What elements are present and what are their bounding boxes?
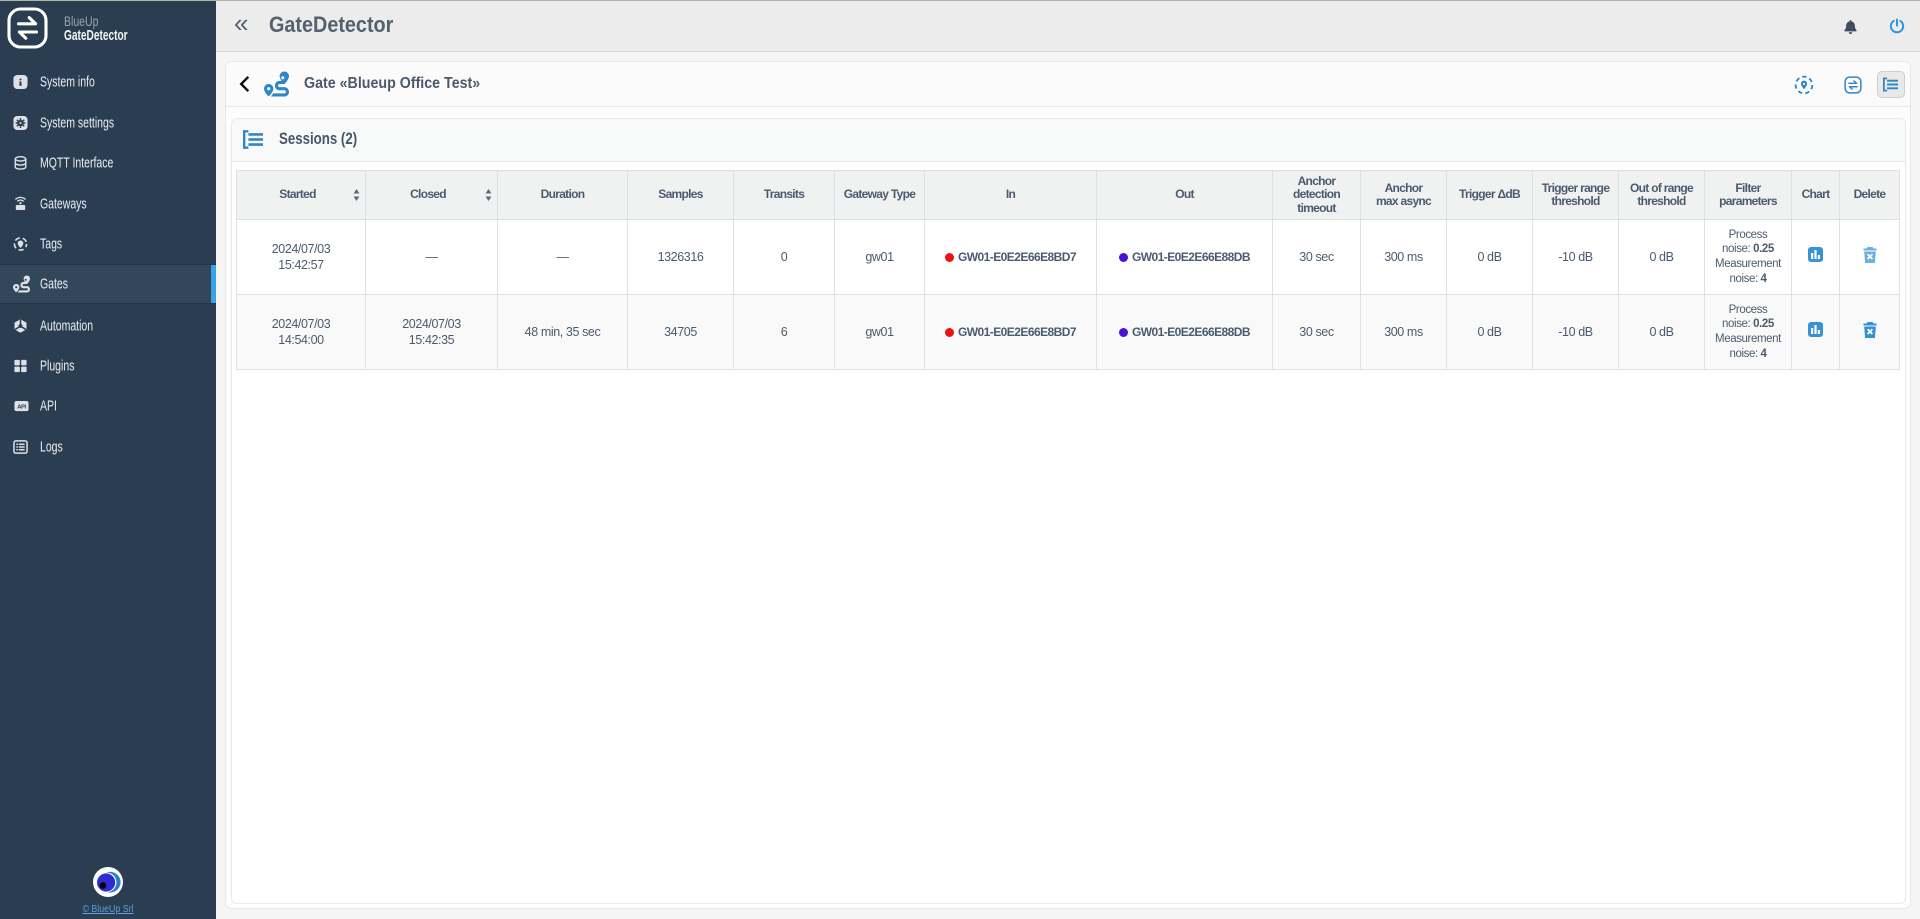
svg-text:API: API [17,405,26,411]
